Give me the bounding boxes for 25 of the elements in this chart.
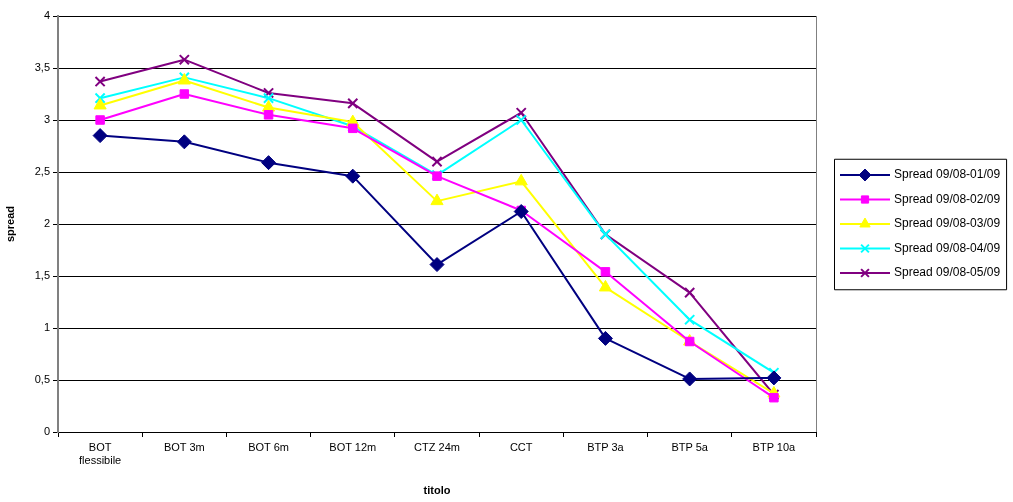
x-tick-label: BTP 5a: [671, 440, 709, 453]
y-tick-label: 0,5: [34, 373, 50, 386]
y-tick-label: 1,5: [34, 269, 50, 282]
y-axis-title: spread: [3, 205, 16, 243]
y-tick-label: 1: [43, 321, 50, 334]
y-tick-label: 2,5: [34, 165, 50, 178]
x-tick-label: BOT flessibile: [79, 440, 122, 466]
x-tick-label: CTZ 24m: [414, 440, 460, 453]
y-tick-label: 4: [43, 9, 50, 22]
legend-label: Spread 09/08-03/09: [894, 216, 1001, 231]
x-tick-label: BTP 3a: [587, 440, 625, 453]
legend-label: Spread 09/08-01/09: [894, 167, 1001, 182]
y-tick-label: 3: [43, 113, 50, 126]
y-tick-label: 2: [43, 217, 50, 230]
y-tick-label: 0: [43, 425, 50, 438]
y-tick-label: 3,5: [34, 61, 50, 74]
x-tick-label: BTP 10a: [752, 440, 797, 453]
x-axis-title: titolo: [423, 484, 451, 497]
legend-label: Spread 09/08-05/09: [894, 265, 1001, 280]
x-tick-label: BOT 3m: [163, 440, 205, 453]
x-tick-label: CCT: [509, 440, 533, 453]
legend-label: Spread 09/08-02/09: [894, 191, 1001, 206]
legend-label: Spread 09/08-04/09: [894, 240, 1001, 255]
x-tick-label: BOT 12m: [329, 440, 377, 453]
x-tick-label: BOT 6m: [248, 440, 289, 453]
